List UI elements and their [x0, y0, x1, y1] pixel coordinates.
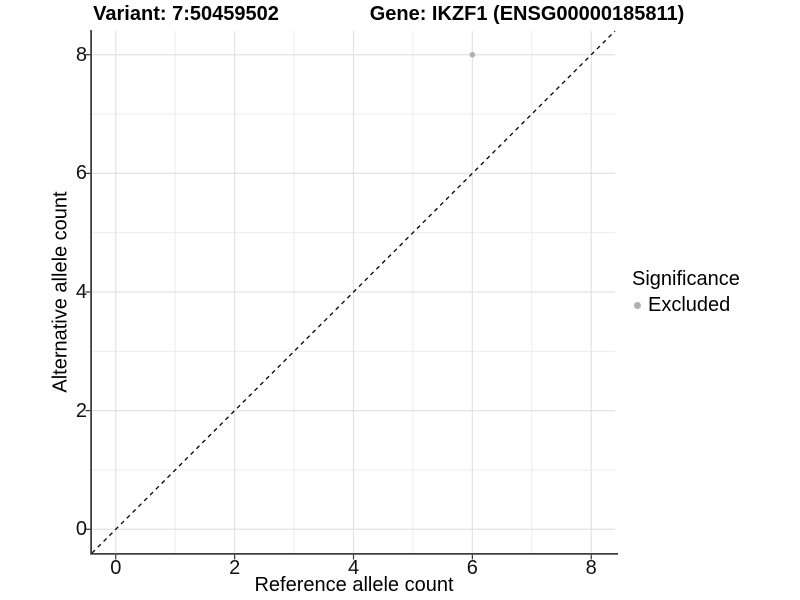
legend: Significance Excluded [630, 268, 740, 317]
x-tick-label: 2 [229, 557, 241, 579]
x-tick-label: 4 [347, 557, 360, 579]
y-tick-label: 8 [75, 43, 87, 66]
y-tick-label: 0 [75, 518, 87, 541]
y-tick-label: 4 [75, 281, 87, 303]
legend-title: Significance [632, 268, 740, 290]
x-tick-label: 0 [110, 557, 122, 579]
y-tick-label: 2 [75, 399, 87, 422]
identity-line [91, 30, 616, 554]
y-tick-label: 6 [75, 162, 87, 185]
legend-item-excluded: Excluded [630, 294, 740, 317]
legend-item-label: Excluded [648, 294, 731, 316]
x-axis-title: Reference allele count [254, 574, 454, 596]
data-point [469, 51, 476, 58]
plot-title-variant: Variant: 7:50459502 [93, 3, 279, 25]
legend-point-icon [634, 302, 641, 309]
x-tick-label: 6 [466, 557, 478, 579]
y-axis-title: Alternative allele count [49, 191, 72, 393]
x-tick-label: 8 [585, 557, 597, 579]
plot-title-gene: Gene: IKZF1 (ENSG00000185811) [369, 3, 685, 25]
